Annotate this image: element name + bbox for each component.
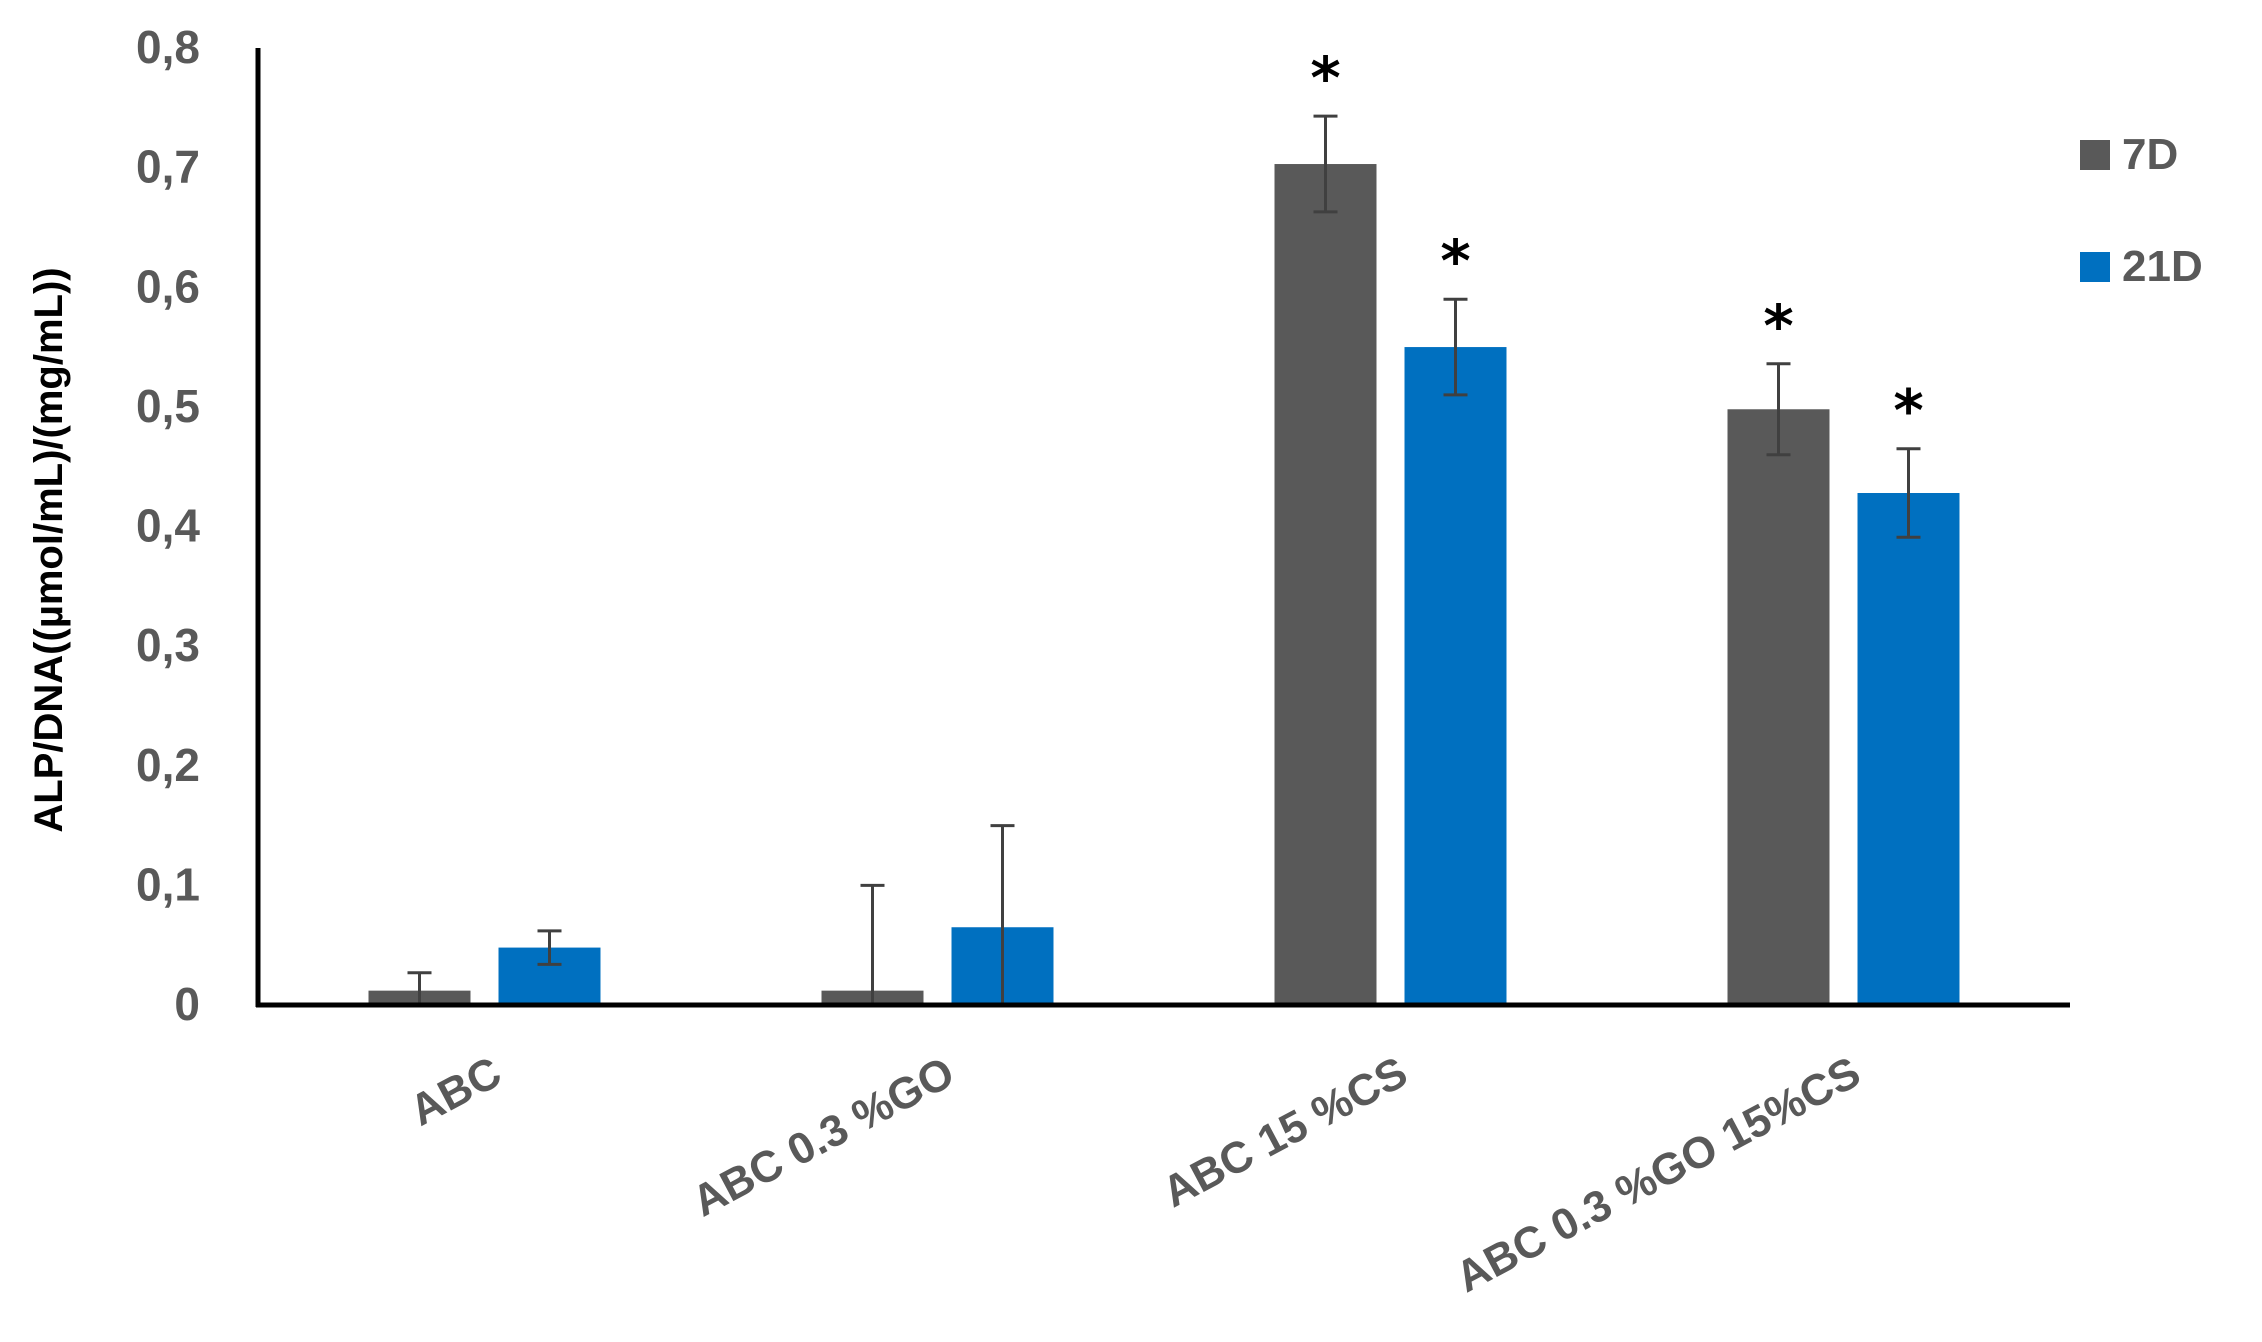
x-category-label: ABC 15 %CS <box>1155 1048 1415 1218</box>
axes-layer <box>255 48 2070 1008</box>
y-tick-label: 0,6 <box>136 260 200 312</box>
legend-swatch <box>2080 252 2110 282</box>
bar-7D-3 <box>1727 409 1830 1006</box>
significance-star: * <box>1893 377 1923 445</box>
y-tick-label: 0,1 <box>136 858 200 910</box>
y-tick-label: 0,4 <box>136 500 200 552</box>
y-tick-label: 0 <box>174 978 200 1030</box>
bar-21D-3 <box>1857 493 1960 1005</box>
error-bar-21D-2 <box>1443 297 1468 397</box>
significance-star: * <box>1763 292 1793 360</box>
y-tick-label: 0,8 <box>136 21 200 73</box>
error-bar-7D-1 <box>860 883 885 1005</box>
error-bar-21D-3 <box>1896 447 1921 539</box>
y-tick-label: 0,3 <box>136 619 200 671</box>
error-bar-21D-1 <box>990 824 1015 1005</box>
legend: 7D 21D <box>2080 130 2203 291</box>
y-axis-label: ALP/DNA((µmol/mL)/(mg/mL)) <box>27 267 71 832</box>
y-tick-label: 0,2 <box>136 739 200 791</box>
x-category-label: ABC 0.3 %GO 15%CS <box>1448 1048 1868 1302</box>
significance-markers: * * * * <box>1310 44 1923 445</box>
bar-21D-2 <box>1404 347 1507 1005</box>
legend-swatch <box>2080 140 2110 170</box>
error-bar-21D-0 <box>537 929 562 966</box>
x-category-labels: ABC ABC 0.3 %GO ABC 15 %CS ABC 0.3 %GO 15%C… <box>402 1048 1868 1302</box>
legend-item-7D: 7D <box>2080 130 2178 179</box>
error-bar-7D-3 <box>1766 362 1791 457</box>
legend-label: 7D <box>2122 130 2178 179</box>
x-category-label: ABC <box>402 1048 509 1136</box>
y-tick-label: 0,5 <box>136 380 200 432</box>
y-tick-labels: 0 0,1 0,2 0,3 0,4 0,5 0,6 0,7 0,8 <box>136 21 200 1030</box>
significance-star: * <box>1310 44 1340 112</box>
legend-label: 21D <box>2122 242 2203 291</box>
x-category-label: ABC 0.3 %GO <box>684 1048 962 1227</box>
error-bar-7D-2 <box>1313 114 1338 214</box>
bar-7D-2 <box>1274 164 1377 1005</box>
error-bars-layer <box>407 114 1921 1005</box>
significance-star: * <box>1440 227 1470 295</box>
legend-item-21D: 21D <box>2080 242 2203 291</box>
error-bar-7D-0 <box>407 971 432 1005</box>
bars-layer <box>368 164 1960 1006</box>
y-tick-label: 0,7 <box>136 141 200 193</box>
